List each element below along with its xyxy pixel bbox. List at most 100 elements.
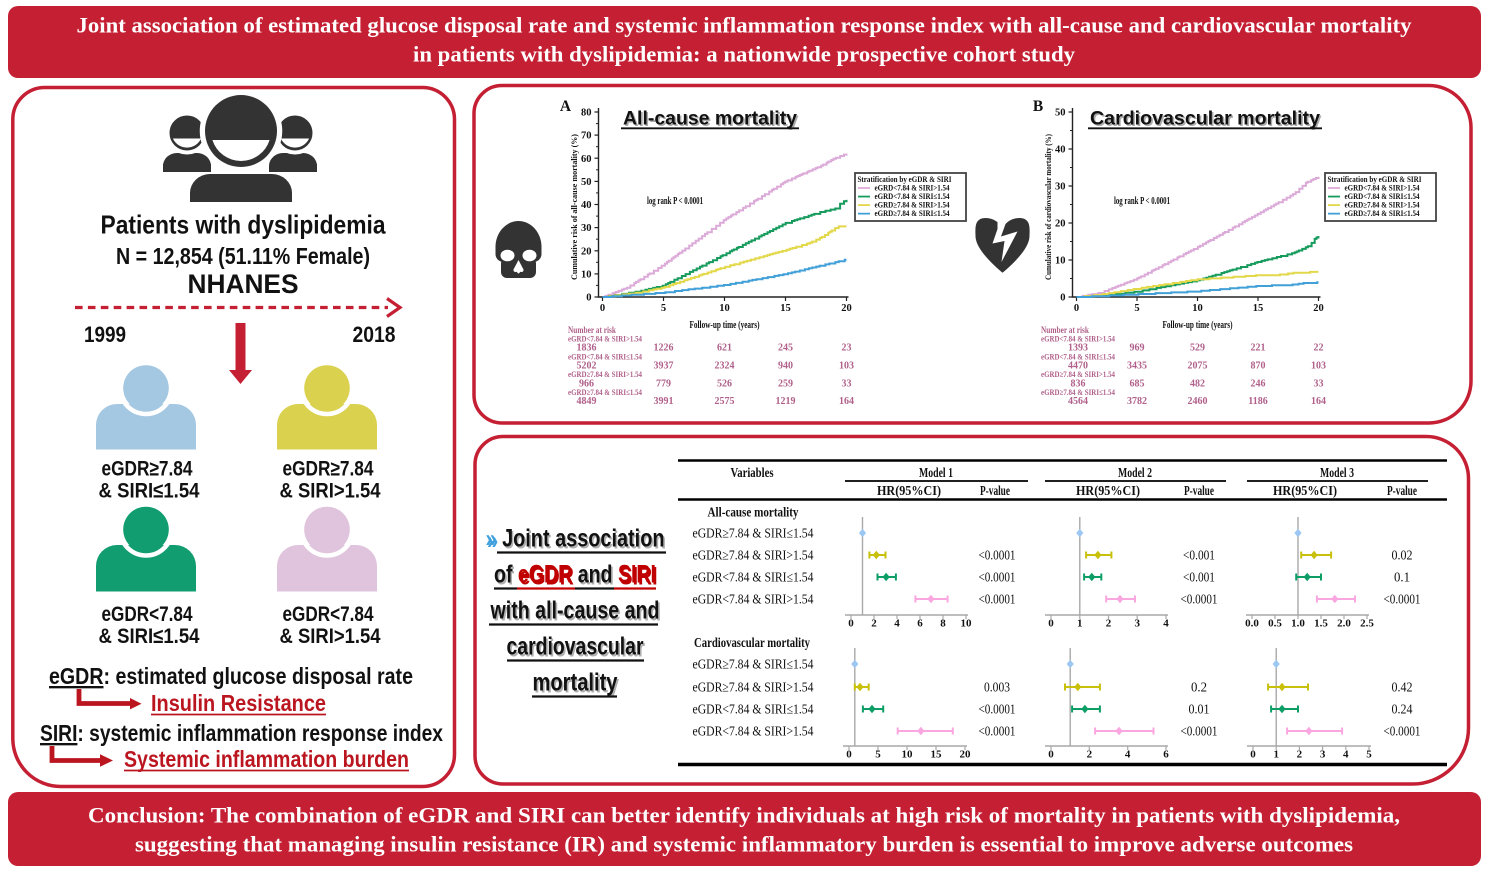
svg-text:60: 60 bbox=[581, 154, 592, 165]
svg-text:33: 33 bbox=[1314, 378, 1324, 389]
svg-text:Number at risk: Number at risk bbox=[568, 325, 616, 335]
svg-text:& SIRI>1.54: & SIRI>1.54 bbox=[280, 480, 381, 503]
svg-text:Cardiovascular mortality: Cardiovascular mortality bbox=[1090, 108, 1320, 130]
svg-text:2018: 2018 bbox=[353, 322, 396, 347]
svg-text:40: 40 bbox=[1055, 145, 1066, 156]
svg-text:P-value: P-value bbox=[1387, 483, 1417, 498]
svg-text:10: 10 bbox=[1192, 303, 1203, 314]
svg-text:eGRD<7.84 & SIRI>1.54: eGRD<7.84 & SIRI>1.54 bbox=[568, 334, 643, 344]
svg-text:20: 20 bbox=[1055, 219, 1066, 230]
svg-text:5: 5 bbox=[1366, 749, 1372, 761]
svg-text:15: 15 bbox=[931, 749, 943, 761]
svg-text:eGDR≥7.84 & SIRI≤1.54: eGDR≥7.84 & SIRI≤1.54 bbox=[693, 657, 814, 672]
svg-text:2460: 2460 bbox=[1188, 396, 1208, 407]
svg-text:eGDR: estimated glucose dispos: eGDR: estimated glucose disposal rate bbox=[49, 663, 413, 689]
svg-text:1: 1 bbox=[1077, 618, 1083, 630]
svg-text:10: 10 bbox=[1055, 256, 1066, 267]
svg-text:529: 529 bbox=[1190, 343, 1205, 354]
svg-text:1186: 1186 bbox=[1248, 396, 1267, 407]
svg-text:4470: 4470 bbox=[1068, 360, 1088, 371]
svg-text:621: 621 bbox=[717, 343, 732, 354]
svg-text:259: 259 bbox=[778, 378, 793, 389]
svg-text:4849: 4849 bbox=[577, 396, 597, 407]
svg-text:0: 0 bbox=[586, 293, 591, 304]
svg-text:eGDR<7.84 & SIRI≤1.54: eGDR<7.84 & SIRI≤1.54 bbox=[693, 570, 814, 585]
svg-text:eGRD≥7.84 & SIRI>1.54: eGRD≥7.84 & SIRI>1.54 bbox=[1345, 201, 1420, 210]
svg-text:eGRD<7.84 & SIRI>1.54: eGRD<7.84 & SIRI>1.54 bbox=[1041, 334, 1116, 344]
svg-text:245: 245 bbox=[778, 343, 793, 354]
svg-text:5: 5 bbox=[661, 303, 666, 314]
svg-text:4564: 4564 bbox=[1068, 396, 1088, 407]
svg-text:0: 0 bbox=[1048, 618, 1054, 630]
svg-text:<0.0001: <0.0001 bbox=[979, 592, 1016, 607]
svg-text:<0.0001: <0.0001 bbox=[1181, 724, 1218, 739]
svg-text:Joint association of estimated: Joint association of estimated glucose d… bbox=[77, 13, 1412, 38]
svg-text:eGRD<7.84 & SIRI≤1.54: eGRD<7.84 & SIRI≤1.54 bbox=[875, 192, 950, 201]
svg-text:5: 5 bbox=[1134, 303, 1139, 314]
svg-text:eGRD≥7.84 & SIRI>1.54: eGRD≥7.84 & SIRI>1.54 bbox=[568, 369, 643, 379]
svg-text:Insulin Resistance: Insulin Resistance bbox=[151, 690, 326, 716]
svg-text:2075: 2075 bbox=[1188, 360, 1208, 371]
svg-text:cardiovascular: cardiovascular bbox=[507, 633, 644, 661]
svg-text:Variables: Variables bbox=[731, 466, 774, 481]
svg-text:1.0: 1.0 bbox=[1291, 618, 1305, 630]
svg-text:mortality: mortality bbox=[534, 670, 619, 698]
svg-text:eGDR≥7.84: eGDR≥7.84 bbox=[283, 458, 374, 481]
svg-text:Cumulative risk of all-cause m: Cumulative risk of all-cause mortality (… bbox=[570, 134, 579, 280]
svg-text:0: 0 bbox=[848, 618, 854, 630]
svg-text:in patients with dyslipidemia:: in patients with dyslipidemia: a nationw… bbox=[413, 42, 1075, 67]
svg-text:1393: 1393 bbox=[1068, 343, 1088, 354]
svg-text:526: 526 bbox=[717, 378, 732, 389]
svg-text:Model 2: Model 2 bbox=[1118, 466, 1152, 481]
svg-text:30: 30 bbox=[581, 223, 592, 234]
svg-text:& SIRI≤1.54: & SIRI≤1.54 bbox=[99, 625, 200, 648]
svg-text:eGRD≥7.84 & SIRI≤1.54: eGRD≥7.84 & SIRI≤1.54 bbox=[875, 209, 950, 218]
svg-text:3782: 3782 bbox=[1127, 396, 1147, 407]
svg-text:HR(95%CI): HR(95%CI) bbox=[1273, 483, 1337, 498]
svg-text:779: 779 bbox=[656, 378, 671, 389]
svg-text:1: 1 bbox=[1273, 749, 1279, 761]
svg-text:0: 0 bbox=[846, 749, 852, 761]
svg-text:Cumulative risk of cardiovascu: Cumulative risk of cardiovascular mortal… bbox=[1044, 134, 1053, 280]
svg-text:eGDR≥7.84 & SIRI>1.54: eGDR≥7.84 & SIRI>1.54 bbox=[693, 548, 814, 563]
svg-text:Patients with dyslipidemia: Patients with dyslipidemia bbox=[101, 210, 386, 240]
svg-text:10: 10 bbox=[581, 269, 592, 280]
svg-text:2.0: 2.0 bbox=[1337, 618, 1351, 630]
svg-text:8: 8 bbox=[940, 618, 946, 630]
svg-text:Model 1: Model 1 bbox=[919, 466, 953, 481]
svg-text:<0.0001: <0.0001 bbox=[979, 548, 1016, 563]
svg-text:<0.001: <0.001 bbox=[1183, 570, 1215, 585]
svg-text:3991: 3991 bbox=[654, 396, 674, 407]
svg-text:eGDR<7.84 & SIRI>1.54: eGDR<7.84 & SIRI>1.54 bbox=[693, 724, 814, 739]
svg-text:6: 6 bbox=[917, 618, 923, 630]
svg-text:» Joint association: » Joint association bbox=[487, 526, 666, 554]
svg-text:eGRD≥7.84 & SIRI>1.54: eGRD≥7.84 & SIRI>1.54 bbox=[1041, 369, 1116, 379]
svg-text:Conclusion: The combination of: Conclusion: The combination of eGDR and … bbox=[88, 803, 1400, 828]
svg-text:80: 80 bbox=[581, 108, 592, 119]
svg-text:eGDR≥7.84 & SIRI>1.54: eGDR≥7.84 & SIRI>1.54 bbox=[693, 680, 814, 695]
svg-text:<0.0001: <0.0001 bbox=[979, 570, 1016, 585]
svg-text:<0.001: <0.001 bbox=[1183, 548, 1215, 563]
svg-text:eGRD≥7.84 & SIRI≤1.54: eGRD≥7.84 & SIRI≤1.54 bbox=[568, 387, 643, 397]
svg-text:0.42: 0.42 bbox=[1392, 680, 1413, 695]
svg-text:<0.0001: <0.0001 bbox=[1384, 724, 1421, 739]
svg-text:940: 940 bbox=[778, 360, 793, 371]
svg-text:22: 22 bbox=[1314, 343, 1324, 354]
svg-text:SIRI: systemic inflammation re: SIRI: systemic inflammation response ind… bbox=[40, 720, 443, 746]
svg-text:103: 103 bbox=[839, 360, 854, 371]
svg-text:2: 2 bbox=[871, 618, 877, 630]
svg-text:0.2: 0.2 bbox=[1191, 680, 1207, 695]
svg-text:NHANES: NHANES bbox=[188, 269, 299, 299]
svg-text:30: 30 bbox=[1055, 182, 1066, 193]
svg-text:15: 15 bbox=[1253, 303, 1264, 314]
svg-text:mortality: mortality bbox=[533, 669, 618, 697]
svg-text:5202: 5202 bbox=[577, 360, 597, 371]
svg-text:0: 0 bbox=[1074, 303, 1079, 314]
svg-text:eGRD<7.84 & SIRI>1.54: eGRD<7.84 & SIRI>1.54 bbox=[875, 184, 950, 193]
svg-text:cardiovascular: cardiovascular bbox=[508, 634, 645, 662]
svg-text:<0.0001: <0.0001 bbox=[1181, 592, 1218, 607]
svg-text:10: 10 bbox=[961, 618, 973, 630]
svg-text:<0.0001: <0.0001 bbox=[979, 702, 1016, 717]
svg-text:40: 40 bbox=[581, 200, 592, 211]
svg-text:Model 3: Model 3 bbox=[1320, 466, 1354, 481]
